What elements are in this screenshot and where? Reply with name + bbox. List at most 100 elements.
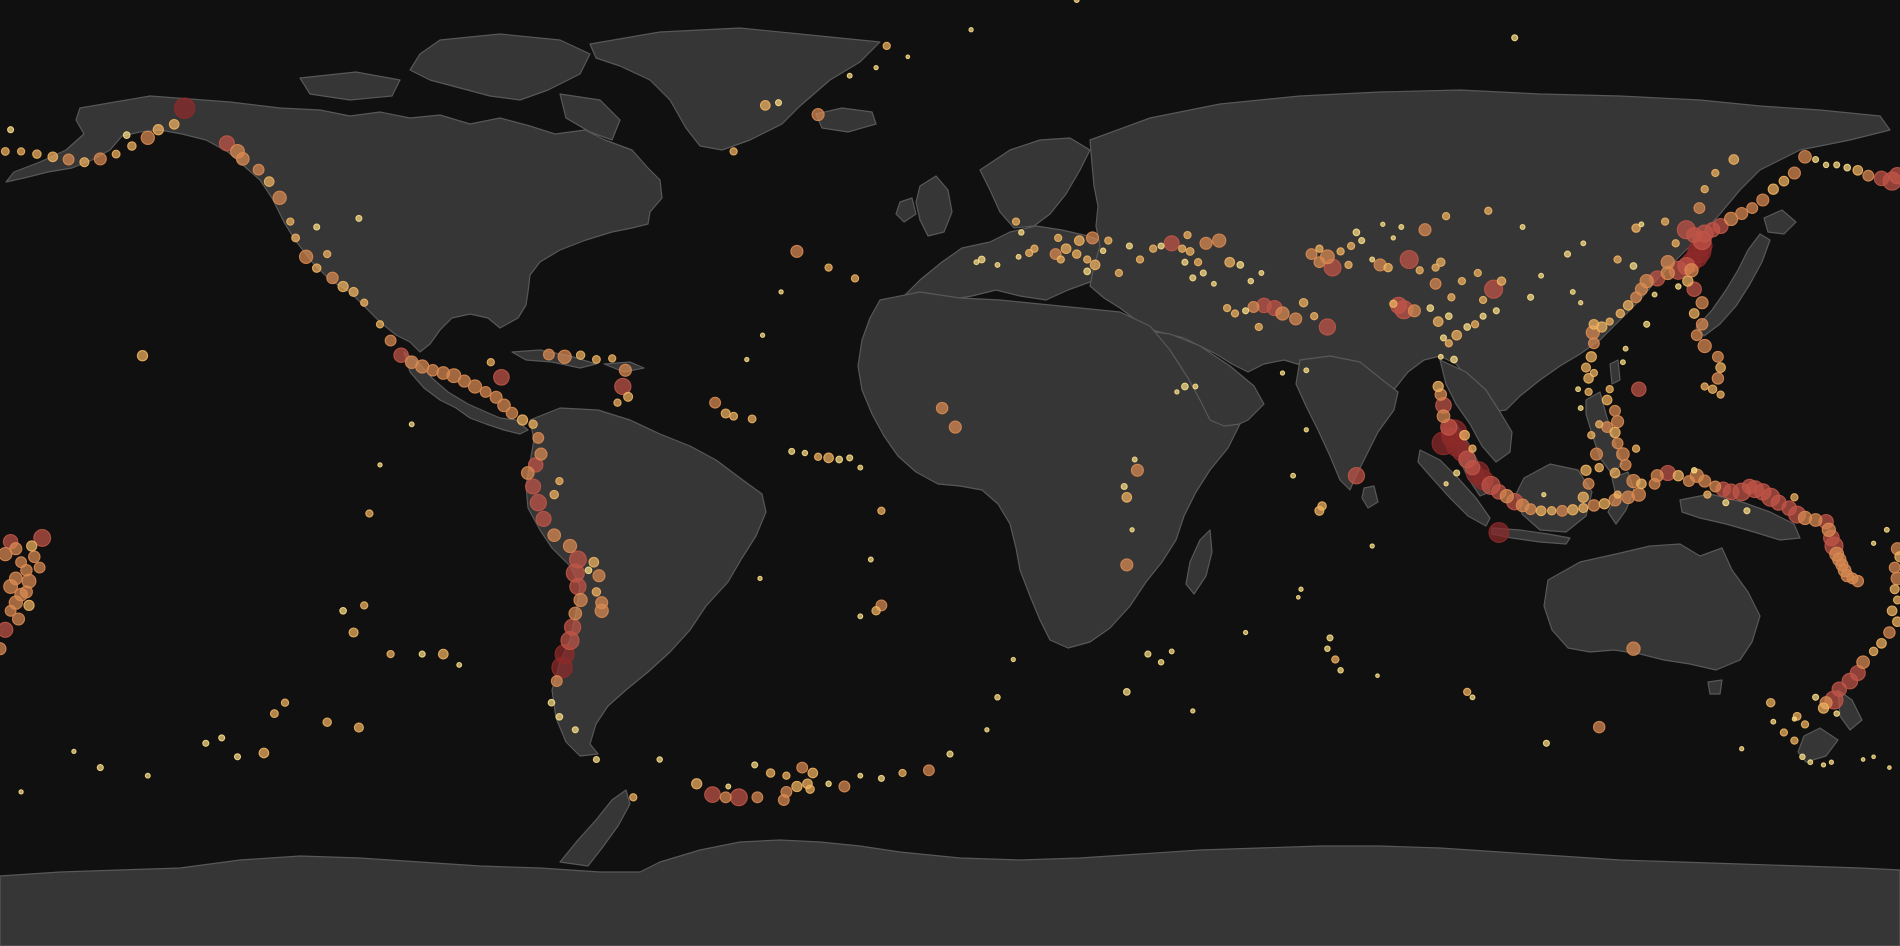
earthquake-marker[interactable] xyxy=(19,585,33,599)
earthquake-marker[interactable] xyxy=(1383,262,1393,273)
earthquake-marker[interactable] xyxy=(1317,501,1327,511)
earthquake-marker[interactable] xyxy=(1174,389,1180,395)
earthquake-marker[interactable] xyxy=(704,786,721,803)
earthquake-marker[interactable] xyxy=(1756,193,1770,207)
earthquake-marker[interactable] xyxy=(1222,303,1232,313)
earthquake-marker[interactable] xyxy=(984,727,990,733)
earthquake-marker[interactable] xyxy=(867,556,874,563)
earthquake-marker[interactable] xyxy=(1611,437,1624,450)
earthquake-marker[interactable] xyxy=(935,401,949,415)
earthquake-marker[interactable] xyxy=(1478,295,1488,305)
earthquake-marker[interactable] xyxy=(1609,404,1621,417)
earthquake-marker[interactable] xyxy=(1690,467,1698,474)
earthquake-marker[interactable] xyxy=(1010,656,1016,663)
earthquake-marker[interactable] xyxy=(882,41,891,51)
earthquake-marker[interactable] xyxy=(1470,320,1480,329)
earthquake-marker[interactable] xyxy=(1799,753,1806,761)
earthquake-marker[interactable] xyxy=(96,764,104,772)
earthquake-marker[interactable] xyxy=(1582,477,1595,490)
earthquake-marker[interactable] xyxy=(1688,308,1700,319)
earthquake-marker[interactable] xyxy=(719,791,732,804)
earthquake-marker[interactable] xyxy=(1887,765,1892,770)
earthquake-marker[interactable] xyxy=(456,661,463,668)
earthquake-marker[interactable] xyxy=(1511,34,1519,42)
earthquake-marker[interactable] xyxy=(1770,718,1777,725)
earthquake-marker[interactable] xyxy=(437,648,449,660)
earthquake-marker[interactable] xyxy=(1444,312,1453,321)
earthquake-marker[interactable] xyxy=(1589,447,1604,461)
earthquake-marker[interactable] xyxy=(1018,229,1025,236)
earthquake-marker[interactable] xyxy=(1894,551,1900,563)
earthquake-marker[interactable] xyxy=(569,577,587,596)
earthquake-marker[interactable] xyxy=(1616,447,1630,461)
earthquake-marker[interactable] xyxy=(1626,641,1641,656)
earthquake-marker[interactable] xyxy=(547,698,556,707)
earthquake-marker[interactable] xyxy=(62,153,75,166)
earthquake-marker[interactable] xyxy=(623,391,634,402)
earthquake-marker[interactable] xyxy=(173,97,196,119)
earthquake-marker[interactable] xyxy=(486,358,495,367)
earthquake-marker[interactable] xyxy=(1660,217,1670,226)
earthquake-marker[interactable] xyxy=(1704,221,1721,238)
earthquake-marker[interactable] xyxy=(1886,605,1898,617)
earthquake-marker[interactable] xyxy=(1800,720,1810,729)
earthquake-marker[interactable] xyxy=(1168,648,1175,655)
earthquake-marker[interactable] xyxy=(1326,634,1334,642)
earthquake-marker[interactable] xyxy=(1432,380,1444,393)
earthquake-marker[interactable] xyxy=(1464,459,1481,476)
earthquake-marker[interactable] xyxy=(1651,291,1658,298)
earthquake-marker[interactable] xyxy=(1484,279,1504,299)
earthquake-marker[interactable] xyxy=(11,612,26,626)
earthquake-marker[interactable] xyxy=(1426,304,1435,312)
earthquake-marker[interactable] xyxy=(1389,299,1398,308)
earthquake-marker[interactable] xyxy=(457,374,471,388)
earthquake-marker[interactable] xyxy=(1181,382,1189,391)
earthquake-marker[interactable] xyxy=(1011,217,1021,226)
earthquake-marker[interactable] xyxy=(1347,467,1366,485)
earthquake-marker[interactable] xyxy=(584,566,593,575)
earthquake-marker[interactable] xyxy=(1821,522,1836,537)
earthquake-marker[interactable] xyxy=(629,793,638,802)
earthquake-marker[interactable] xyxy=(404,355,419,370)
earthquake-marker[interactable] xyxy=(1636,478,1647,490)
earthquake-marker[interactable] xyxy=(1310,312,1319,321)
earthquake-marker[interactable] xyxy=(1648,477,1661,490)
earthquake-marker[interactable] xyxy=(1695,296,1709,310)
earthquake-marker[interactable] xyxy=(613,398,622,407)
earthquake-marker[interactable] xyxy=(591,587,602,597)
earthquake-marker[interactable] xyxy=(1305,248,1318,261)
earthquake-marker[interactable] xyxy=(1289,312,1303,326)
earthquake-marker[interactable] xyxy=(1463,687,1472,697)
earthquake-marker[interactable] xyxy=(79,157,90,168)
earthquake-marker[interactable] xyxy=(823,452,834,464)
earthquake-marker[interactable] xyxy=(1369,256,1376,263)
earthquake-marker[interactable] xyxy=(1873,170,1890,187)
earthquake-marker[interactable] xyxy=(1807,759,1814,766)
earthquake-marker[interactable] xyxy=(1190,708,1196,714)
earthquake-marker[interactable] xyxy=(1436,257,1446,267)
earthquake-marker[interactable] xyxy=(1856,655,1870,670)
earthquake-marker[interactable] xyxy=(1580,464,1592,476)
earthquake-marker[interactable] xyxy=(1660,255,1675,270)
earthquake-marker[interactable] xyxy=(1787,166,1801,180)
earthquake-marker[interactable] xyxy=(725,783,732,790)
earthquake-marker[interactable] xyxy=(1790,736,1799,745)
earthquake-marker[interactable] xyxy=(1890,571,1900,586)
earthquake-marker[interactable] xyxy=(1892,595,1900,605)
earthquake-marker[interactable] xyxy=(426,364,440,377)
earthquake-marker[interactable] xyxy=(489,390,503,404)
earthquake-marker[interactable] xyxy=(1711,372,1725,385)
earthquake-marker[interactable] xyxy=(1671,239,1680,248)
earthquake-marker[interactable] xyxy=(571,726,579,734)
earthquake-marker[interactable] xyxy=(1015,253,1022,260)
earthquake-marker[interactable] xyxy=(1675,283,1682,290)
earthquake-marker[interactable] xyxy=(805,784,815,794)
earthquake-marker[interactable] xyxy=(1189,274,1197,282)
earthquake-marker[interactable] xyxy=(1746,202,1759,215)
earthquake-marker[interactable] xyxy=(1149,244,1158,253)
earthquake-marker[interactable] xyxy=(1587,499,1601,512)
earthquake-marker[interactable] xyxy=(751,791,764,804)
earthquake-marker[interactable] xyxy=(28,550,41,564)
earthquake-marker[interactable] xyxy=(1436,409,1451,424)
